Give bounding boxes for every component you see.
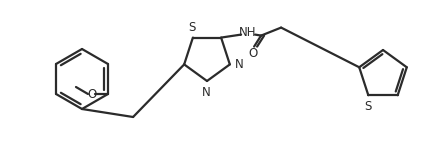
Text: NH: NH bbox=[240, 26, 257, 39]
Text: N: N bbox=[202, 86, 210, 99]
Text: O: O bbox=[87, 87, 97, 101]
Text: S: S bbox=[365, 100, 372, 113]
Text: methoxy: methoxy bbox=[75, 96, 81, 98]
Text: S: S bbox=[188, 21, 196, 34]
Text: N: N bbox=[235, 58, 243, 71]
Text: O: O bbox=[249, 47, 258, 60]
